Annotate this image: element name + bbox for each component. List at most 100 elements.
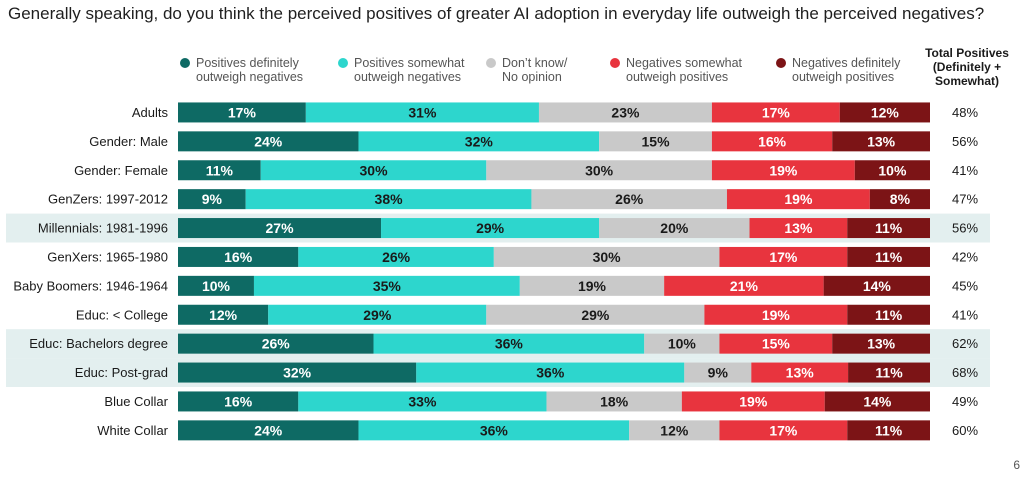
data-label: 27% <box>266 220 295 236</box>
bar-segment <box>381 218 600 239</box>
legend-item-positives-definitely-outweigh-negatives: Positives definitely outweigh negatives <box>180 56 303 84</box>
data-label: 20% <box>660 220 689 236</box>
bar-segment <box>268 304 487 325</box>
data-label: 10% <box>202 278 231 294</box>
bar-segment <box>493 246 720 267</box>
data-label: 29% <box>581 307 610 323</box>
data-label: 38% <box>375 191 404 207</box>
data-label: 16% <box>224 393 253 409</box>
data-label: 9% <box>708 365 729 381</box>
legend-label: Negatives somewhat outweigh positives <box>626 56 743 84</box>
bar-segment <box>869 189 930 210</box>
bar-segment <box>847 218 930 239</box>
total-positives-value: 42% <box>952 249 978 264</box>
bar-segment <box>178 218 382 239</box>
data-label: 32% <box>283 365 312 381</box>
bar-segment <box>178 420 359 441</box>
bar-segment <box>178 304 269 325</box>
bar-segment <box>839 102 930 123</box>
category-label: GenXers: 1965-1980 <box>47 249 168 264</box>
data-label: 36% <box>536 365 565 381</box>
data-label: 24% <box>254 422 283 438</box>
bar-segment <box>832 333 930 354</box>
bar-segment <box>178 246 299 267</box>
bar-segment <box>298 246 494 267</box>
category-label: Educ: < College <box>76 307 168 322</box>
data-label: 10% <box>668 336 697 352</box>
page-number: 6 <box>1013 458 1020 472</box>
bar-segment <box>178 362 417 383</box>
data-label: 26% <box>262 336 291 352</box>
bar-segment <box>824 391 930 412</box>
data-label: 30% <box>593 249 622 265</box>
bar-segment <box>847 420 930 441</box>
bar-segment <box>823 275 930 296</box>
chart-legend: Positives definitely outweigh negatives P… <box>180 56 916 88</box>
data-label: 17% <box>228 104 257 120</box>
bar-segment <box>854 160 930 181</box>
bar-segment <box>416 362 685 383</box>
legend-swatch <box>610 58 620 68</box>
data-label: 16% <box>224 249 253 265</box>
data-label: 33% <box>408 393 437 409</box>
total-positives-value: 68% <box>952 365 978 380</box>
legend-item-negatives-somewhat-outweigh-positives: Negatives somewhat outweigh positives <box>610 56 742 84</box>
bar-segment <box>704 304 848 325</box>
bar-segment <box>599 131 712 152</box>
legend-label: Positives somewhat outweigh negatives <box>354 56 465 84</box>
total-positives-value: 41% <box>952 163 978 178</box>
data-label: 13% <box>867 133 896 149</box>
data-label: 19% <box>769 162 798 178</box>
bar-segment <box>629 420 720 441</box>
total-positives-value: 56% <box>952 221 978 236</box>
bar-segment <box>538 102 712 123</box>
total-positives-value: 49% <box>952 394 978 409</box>
bar-segment <box>178 391 299 412</box>
bar-segment <box>373 333 645 354</box>
bar-segment <box>847 246 930 267</box>
bar-segment <box>832 131 930 152</box>
bar-segment <box>664 275 824 296</box>
data-label: 11% <box>875 365 903 381</box>
bar-segment <box>681 391 825 412</box>
bar-segment <box>245 189 532 210</box>
bar-segment <box>546 391 682 412</box>
category-label: Gender: Male <box>89 134 168 149</box>
total-positives-value: 48% <box>952 105 978 120</box>
bar-segment <box>847 304 930 325</box>
data-label: 13% <box>784 220 813 236</box>
data-label: 15% <box>642 133 671 149</box>
legend-swatch <box>776 58 786 68</box>
legend-item-negatives-definitely-outweigh-positives: Negatives definitely outweigh positives <box>776 56 900 84</box>
bar-segment <box>711 102 840 123</box>
bar-segment <box>305 102 539 123</box>
data-label: 16% <box>758 133 787 149</box>
data-label: 30% <box>585 162 614 178</box>
bar-segment <box>644 333 720 354</box>
bar-segment <box>519 275 665 296</box>
bar-segment <box>684 362 752 383</box>
data-label: 13% <box>867 336 896 352</box>
data-label: 36% <box>495 336 524 352</box>
data-label: 11% <box>875 422 903 438</box>
category-label: Educ: Post-grad <box>75 365 168 380</box>
data-label: 15% <box>762 336 791 352</box>
total-positives-value: 62% <box>952 336 978 351</box>
bar-segment <box>358 131 600 152</box>
data-label: 14% <box>863 278 892 294</box>
data-label: 17% <box>769 422 798 438</box>
bar-segment <box>486 160 712 181</box>
data-label: 9% <box>202 191 223 207</box>
category-label: Gender: Female <box>74 163 168 178</box>
data-label: 19% <box>762 307 791 323</box>
data-label: 23% <box>611 104 640 120</box>
total-positives-value: 60% <box>952 423 978 438</box>
data-label: 12% <box>660 422 689 438</box>
data-label: 12% <box>209 307 238 323</box>
bar-segment <box>719 333 833 354</box>
bar-segment <box>599 218 750 239</box>
bar-segment <box>751 362 849 383</box>
legend-label: Negatives definitely outweigh positives <box>792 56 901 84</box>
data-label: 18% <box>600 393 629 409</box>
data-label: 29% <box>476 220 505 236</box>
